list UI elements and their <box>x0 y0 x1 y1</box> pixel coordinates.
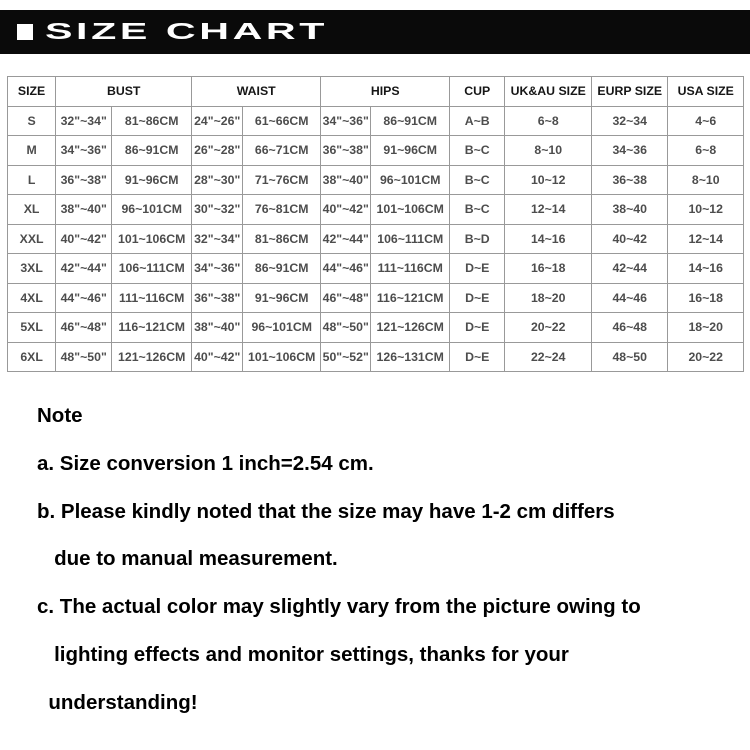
svg-text:SIZE CHART: SIZE CHART <box>45 18 328 44</box>
